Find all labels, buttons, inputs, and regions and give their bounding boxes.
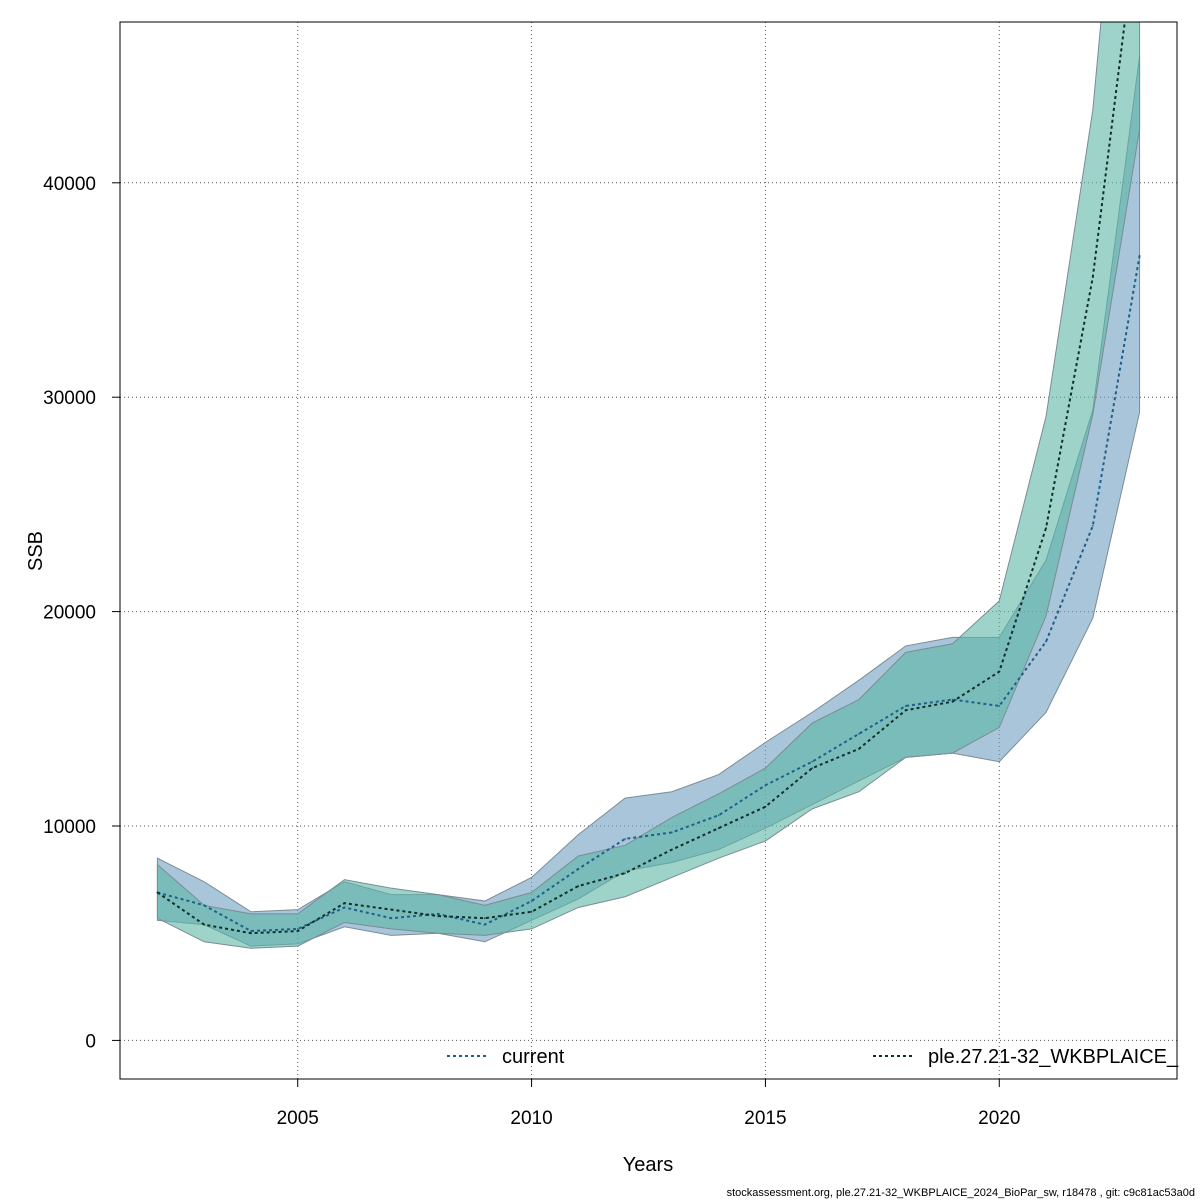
y-tick-label-40000: 40000 — [43, 174, 96, 195]
data-point-1-2016 — [811, 767, 813, 769]
data-point-0-2023 — [1138, 254, 1141, 257]
data-point-1-2013 — [671, 848, 673, 851]
x-tick-label-2020: 2020 — [978, 1108, 1020, 1129]
data-point-0-2006 — [343, 906, 346, 909]
data-point-1-2005 — [296, 930, 299, 932]
data-point-0-2019 — [951, 698, 954, 701]
data-point-1-2017 — [858, 748, 860, 750]
data-point-1-2022 — [1092, 276, 1094, 278]
y-tick-label-20000: 20000 — [43, 603, 96, 624]
legend-label-current: current — [502, 1046, 565, 1068]
data-point-0-2013 — [671, 831, 673, 834]
data-point-1-2019 — [951, 700, 954, 703]
data-point-0-2016 — [811, 760, 813, 763]
data-point-0-2008 — [437, 913, 439, 915]
data-point-0-2015 — [764, 784, 767, 787]
data-point-0-2017 — [858, 733, 860, 735]
data-point-0-2021 — [1045, 640, 1047, 643]
y-axis: 0 10000 20000 30000 40000 — [43, 174, 120, 1052]
data-point-1-2002 — [156, 891, 159, 894]
data-point-1-2018 — [904, 709, 907, 712]
data-point-1-2020 — [998, 670, 1001, 673]
plot-frame — [119, 21, 1178, 1080]
data-point-0-2020 — [998, 705, 1001, 707]
data-point-0-2005 — [296, 928, 299, 930]
x-tick-label-2010: 2010 — [510, 1108, 552, 1129]
data-point-0-2004 — [250, 930, 252, 932]
y-tick-label-30000: 30000 — [43, 388, 96, 409]
data-point-1-2007 — [390, 908, 393, 911]
data-point-1-2003 — [203, 923, 205, 926]
footer-attribution: stockassessment.org, ple.27.21-32_WKBPLA… — [727, 1187, 1195, 1199]
data-point-0-2011 — [577, 868, 580, 870]
confidence-bands — [156, 22, 1141, 949]
data-point-0-2007 — [390, 917, 393, 919]
y-axis-title: SSB — [25, 531, 47, 571]
confidence-band-1 — [156, 22, 1141, 949]
data-point-1-2014 — [717, 827, 720, 829]
data-point-1-2006 — [343, 902, 346, 904]
data-point-0-2010 — [530, 900, 533, 902]
data-point-1-2011 — [577, 885, 580, 887]
x-tick-label-2005: 2005 — [277, 1108, 319, 1129]
legend-label-wkbplaice: ple.27.21-32_WKBPLAICE_ — [928, 1046, 1179, 1068]
data-point-0-2018 — [904, 705, 907, 707]
data-point-1-2012 — [624, 872, 626, 874]
data-point-0-2022 — [1092, 525, 1094, 527]
series-line-0 — [157, 255, 1141, 933]
data-point-1-2015 — [764, 805, 767, 808]
y-tick-label-0: 0 — [85, 1031, 96, 1052]
series-lines — [156, 22, 1141, 935]
data-point-1-2008 — [437, 915, 439, 917]
x-axis: 2005 2010 2015 2020 — [277, 1079, 1020, 1129]
legend: current ple.27.21-32_WKBPLAICE_ — [447, 1046, 1179, 1068]
x-tick-label-2015: 2015 — [744, 1108, 786, 1129]
data-point-0-2014 — [717, 814, 720, 817]
data-point-1-2021 — [1045, 527, 1047, 529]
data-point-0-2003 — [203, 904, 205, 907]
data-point-0-2012 — [624, 838, 626, 840]
data-point-1-2009 — [484, 917, 486, 919]
data-point-1-2010 — [530, 910, 533, 913]
series-line-1 — [156, 22, 1126, 935]
y-tick-label-10000: 10000 — [43, 817, 96, 838]
data-point-0-2009 — [484, 923, 486, 926]
data-point-1-2004 — [250, 932, 252, 935]
x-axis-title: Years — [623, 1154, 673, 1176]
confidence-band-0 — [156, 56, 1141, 947]
